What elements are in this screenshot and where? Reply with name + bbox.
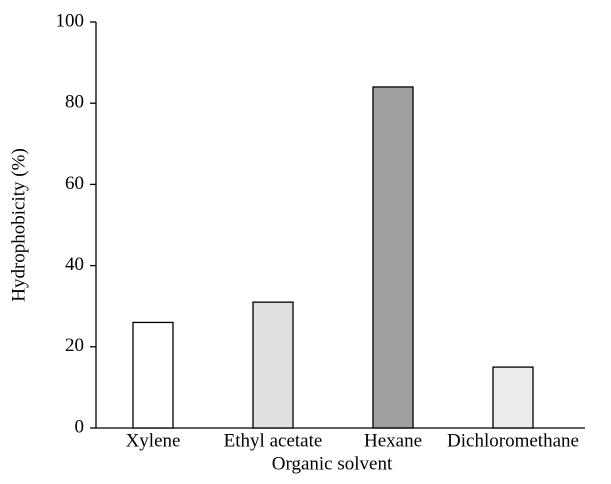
bar xyxy=(252,301,294,429)
x-tick-label: Dichloromethane xyxy=(447,430,579,451)
y-tick-label: 40 xyxy=(65,254,84,275)
bar xyxy=(492,366,534,429)
bar xyxy=(132,321,174,429)
x-axis-label: Organic solvent xyxy=(272,453,393,474)
y-axis-label: Hydrophobicity (%) xyxy=(8,148,29,302)
y-tick-label: 100 xyxy=(56,10,85,31)
x-tick-label: Xylene xyxy=(126,430,181,451)
y-tick-label: 20 xyxy=(65,335,84,356)
y-tick-label: 0 xyxy=(75,416,85,437)
y-tick-label: 60 xyxy=(65,173,84,194)
bar xyxy=(372,86,414,429)
x-tick-label: Hexane xyxy=(364,430,422,451)
x-tick-label: Ethyl acetate xyxy=(224,430,323,451)
y-tick-label: 80 xyxy=(65,92,84,113)
